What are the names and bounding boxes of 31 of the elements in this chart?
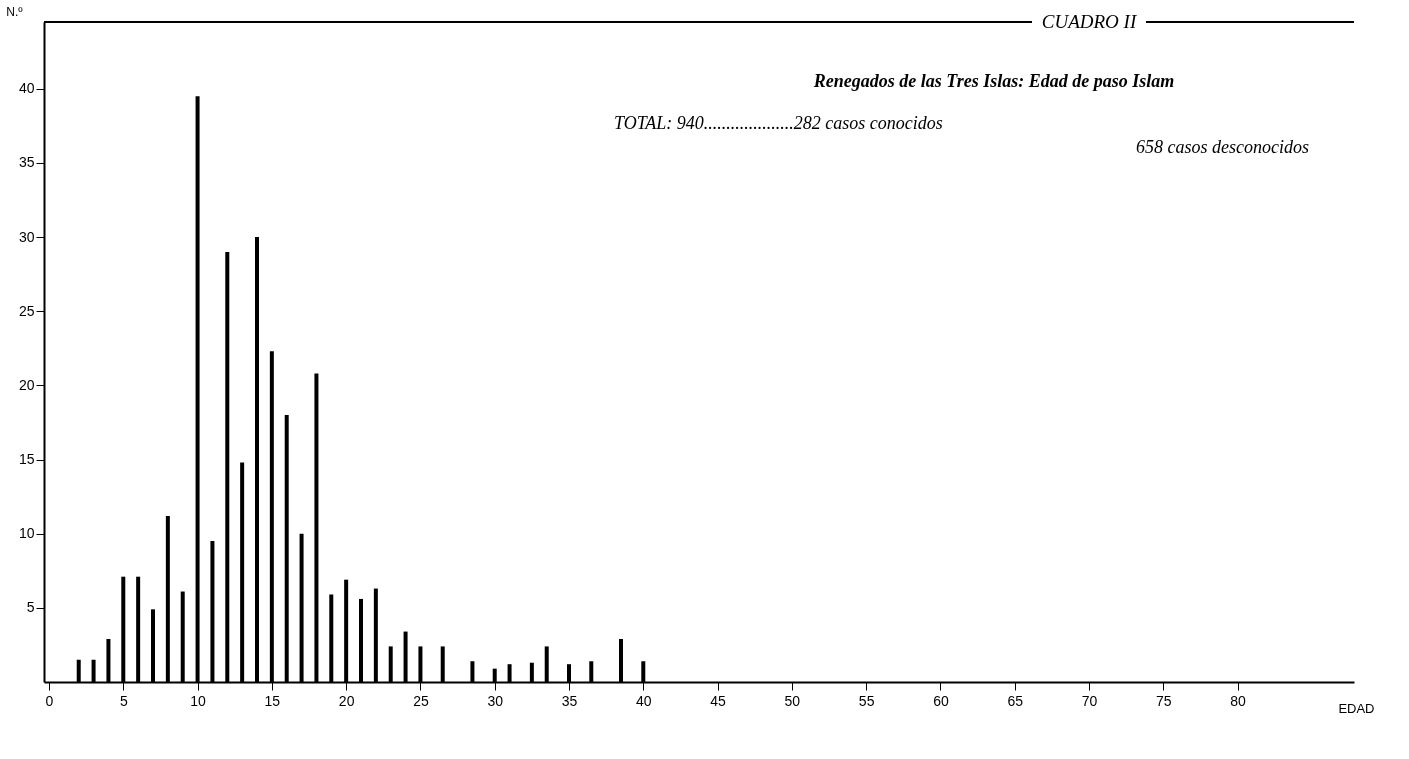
- x-tick-label: 45: [710, 692, 727, 709]
- x-tick-label: 70: [1081, 692, 1098, 709]
- x-tick-label: 35: [561, 692, 578, 709]
- y-axis-title: N.º: [6, 4, 24, 19]
- y-tick-label: 10: [18, 525, 35, 542]
- x-tick-label: 0: [45, 692, 54, 709]
- x-tick-label: 15: [264, 692, 281, 709]
- y-tick-label: 25: [18, 302, 35, 319]
- y-tick-label: 15: [18, 451, 35, 468]
- annotation: TOTAL: 940....................282 casos conocidos: [614, 113, 943, 133]
- annotation: 658 casos desconocidos: [1136, 137, 1309, 157]
- x-tick-label: 20: [338, 692, 355, 709]
- x-tick-label: 5: [119, 692, 128, 709]
- x-tick-label: 40: [636, 692, 652, 709]
- x-tick-label: 50: [784, 692, 801, 709]
- x-tick-label: 75: [1156, 692, 1172, 709]
- y-tick-label: 20: [18, 376, 35, 393]
- x-tick-label: 25: [413, 692, 429, 709]
- x-tick-label: 80: [1230, 692, 1247, 709]
- y-tick-label: 35: [18, 154, 35, 171]
- x-tick-label: 65: [1007, 692, 1024, 709]
- y-tick-label: 40: [18, 80, 35, 97]
- y-tick-label: 5: [26, 599, 35, 616]
- text: Renegados de las Tres Islas: Edad de paso Islam: [812, 71, 1175, 91]
- x-tick-label: 55: [858, 692, 875, 709]
- x-tick-label: 10: [190, 692, 207, 709]
- x-tick-label: 30: [487, 692, 504, 709]
- x-tick-label: 60: [933, 692, 949, 709]
- x-axis-title: EDAD: [1338, 700, 1375, 716]
- y-tick-label: 30: [18, 228, 35, 245]
- chart-title: CUADRO II: [1041, 11, 1138, 32]
